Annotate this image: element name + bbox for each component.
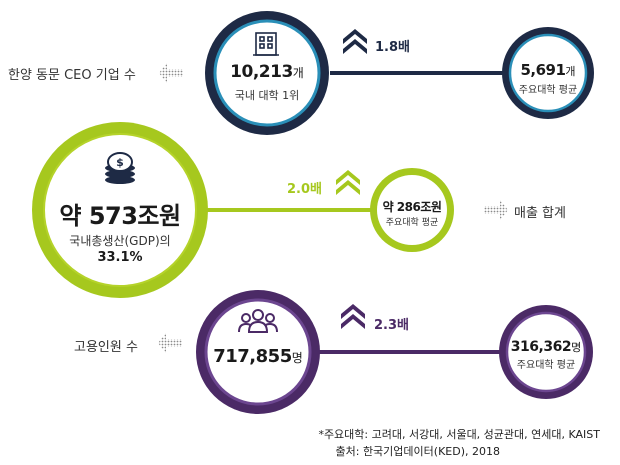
circle-employment-avg <box>499 305 593 399</box>
ratio-employment: 2.3배 <box>374 318 409 333</box>
dotted-arrow-icon <box>158 333 182 353</box>
chevron-up-icon <box>343 29 367 54</box>
revenue-main-value: 약 573조원 <box>59 202 181 230</box>
coins-icon: $ <box>105 152 135 184</box>
row-label-employment: 고용인원 수 <box>74 340 138 355</box>
circle-ceo-avg <box>502 27 594 119</box>
ceo-avg-sub: 주요대학 평균 <box>518 85 578 96</box>
circle-revenue-main <box>32 122 208 298</box>
dotted-arrow-icon <box>159 63 183 83</box>
footnote-universities: *주요대학: 고려대, 서강대, 서울대, 성균관대, 연세대, KAIST <box>318 428 600 441</box>
chevron-up-icon <box>341 304 365 329</box>
people-icon <box>238 309 278 333</box>
revenue-main-sub-1: 국내총생산(GDP)의 <box>69 234 171 248</box>
circle-revenue-avg <box>370 168 454 252</box>
circle-employment-main <box>196 290 320 414</box>
employment-avg-value: 316,362명 <box>510 339 582 355</box>
employment-avg-sub: 주요대학 평균 <box>516 360 576 371</box>
dotted-arrow-icon <box>484 200 508 220</box>
ceo-main-value: 10,213개 <box>230 62 304 82</box>
revenue-avg-value: 약 286조원 <box>382 200 442 214</box>
ceo-avg-value: 5,691개 <box>520 61 576 79</box>
ratio-ceo: 1.8배 <box>375 40 410 55</box>
employment-main-value: 717,855명 <box>213 346 303 367</box>
circle-ceo-main <box>205 11 329 135</box>
svg-text:$: $ <box>116 156 124 169</box>
building-icon <box>253 32 279 56</box>
revenue-main-sub-2: 33.1% <box>97 250 143 265</box>
ratio-revenue: 2.0배 <box>287 182 322 197</box>
chevron-up-icon <box>336 170 360 195</box>
ceo-main-sub: 국내 대학 1위 <box>234 89 300 102</box>
row-label-revenue: 매출 합계 <box>514 206 566 221</box>
row-label-ceo: 한양 동문 CEO 기업 수 <box>8 68 136 83</box>
footnote-source: 출처: 한국기업데이터(KED), 2018 <box>335 445 501 458</box>
revenue-avg-sub: 주요대학 평균 <box>385 218 439 228</box>
